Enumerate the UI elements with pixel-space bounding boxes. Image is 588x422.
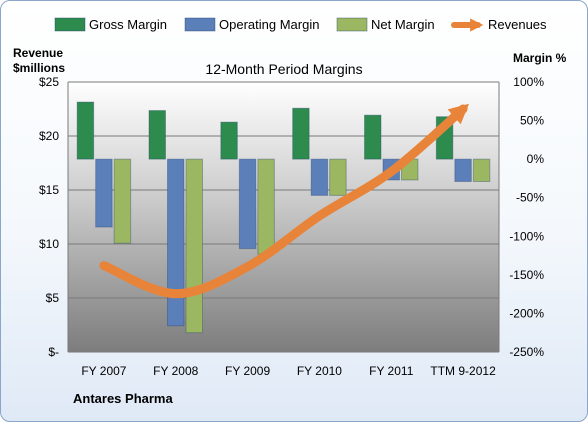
bar-net-margin — [113, 158, 132, 244]
right-tick-label: 0% — [527, 152, 545, 166]
bar-operating-margin — [238, 158, 257, 250]
bar-net-margin — [257, 158, 275, 255]
legend: Gross Margin Operating Margin Net Margin Re… — [54, 17, 547, 32]
revenue-line — [99, 103, 470, 299]
legend-label: Revenues — [488, 17, 547, 32]
legend-label: Net Margin — [371, 17, 435, 32]
legend-swatch — [336, 17, 368, 32]
left-tick-label: $15 — [39, 183, 59, 197]
bar-operating-margin — [167, 158, 185, 327]
bar-operating-margin — [95, 158, 113, 228]
right-axis-title: Margin % — [513, 51, 567, 65]
left-axis-title-line1: Revenue — [13, 46, 63, 60]
left-tick-label: $25 — [39, 75, 59, 89]
bar-gross-margin — [148, 110, 166, 160]
legend-swatch — [184, 17, 216, 32]
bar-operating-margin — [310, 158, 329, 196]
right-tick-label: 100% — [513, 75, 544, 89]
bar-gross-margin — [364, 114, 382, 160]
right-tick-label: -150% — [509, 268, 544, 282]
legend-label: Operating Margin — [219, 17, 319, 32]
bar-gross-margin — [292, 107, 310, 160]
right-tick-label: 50% — [520, 114, 544, 128]
revenues-line — [99, 103, 470, 299]
category-label: FY 2009 — [225, 364, 270, 378]
bar-net-margin — [329, 158, 347, 196]
right-tick-label: -100% — [509, 229, 544, 243]
bar-operating-margin — [454, 158, 472, 183]
category-label: FY 2011 — [369, 364, 414, 378]
left-tick-label: $- — [48, 345, 59, 359]
bar-net-margin — [185, 158, 203, 334]
category-label: FY 2007 — [81, 364, 126, 378]
right-tick-label: -200% — [509, 306, 544, 320]
legend-label: Gross Margin — [89, 17, 167, 32]
left-tick-label: $5 — [46, 291, 60, 305]
category-labels: FY 2007 FY 2008 FY 2009 FY 2010 FY 2011 TTM 9… — [81, 364, 496, 378]
right-tick-label: -50% — [516, 191, 544, 205]
bar-gross-margin — [220, 121, 238, 160]
left-axis-title-line2: $millions — [13, 61, 65, 75]
company-name: Antares Pharma — [73, 391, 173, 406]
plot-area — [68, 82, 499, 352]
right-axis-ticks: -250% -200% -150% -100% -50% 0% 50% 100% — [509, 75, 544, 359]
category-label: FY 2008 — [153, 364, 198, 378]
bar-net-margin — [472, 158, 491, 183]
left-tick-label: $10 — [39, 237, 59, 251]
left-tick-label: $20 — [39, 129, 59, 143]
right-tick-label: -250% — [509, 345, 544, 359]
left-axis-ticks: $- $5 $10 $15 $20 $25 — [39, 75, 59, 359]
category-label: FY 2010 — [297, 364, 342, 378]
bar-gross-margin — [76, 101, 95, 160]
category-label: TTM 9-2012 — [430, 364, 496, 378]
chart-title: 12-Month Period Margins — [205, 61, 362, 77]
legend-swatch — [54, 17, 86, 32]
